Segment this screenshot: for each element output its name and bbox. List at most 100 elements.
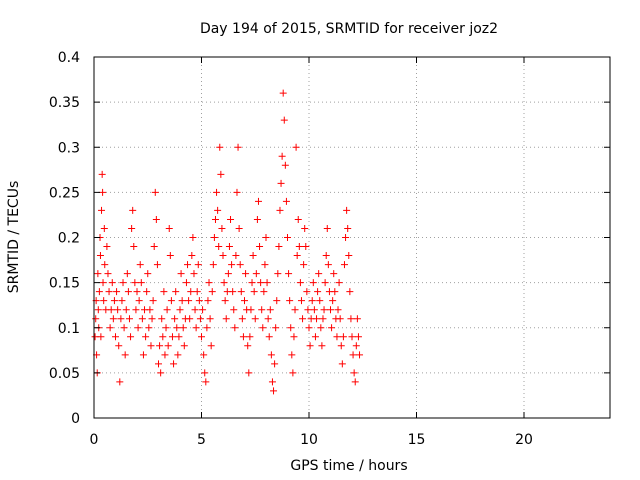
data-point bbox=[225, 243, 233, 251]
data-point bbox=[191, 306, 199, 314]
data-point bbox=[244, 342, 252, 350]
data-point bbox=[310, 306, 318, 314]
data-point bbox=[304, 306, 312, 314]
data-point bbox=[115, 342, 123, 350]
data-point bbox=[210, 234, 218, 241]
data-point bbox=[303, 288, 311, 296]
data-point bbox=[97, 333, 105, 341]
data-point bbox=[256, 243, 264, 251]
data-point bbox=[120, 324, 128, 332]
data-point bbox=[110, 297, 118, 305]
data-point bbox=[287, 324, 295, 332]
data-point bbox=[274, 270, 282, 278]
data-points bbox=[91, 89, 364, 395]
data-point bbox=[151, 188, 159, 196]
data-point bbox=[268, 378, 276, 386]
data-point bbox=[257, 279, 265, 287]
data-point bbox=[159, 333, 167, 341]
data-point bbox=[300, 261, 308, 269]
data-point bbox=[113, 288, 121, 296]
data-point bbox=[133, 288, 141, 296]
data-point bbox=[273, 297, 281, 305]
data-point bbox=[299, 315, 307, 323]
data-point bbox=[137, 279, 145, 287]
data-point bbox=[118, 297, 126, 305]
data-point bbox=[344, 224, 352, 232]
data-point bbox=[238, 315, 246, 323]
data-point bbox=[99, 188, 107, 196]
data-point bbox=[92, 315, 100, 323]
data-point bbox=[163, 306, 171, 314]
data-point bbox=[301, 224, 309, 232]
data-point bbox=[322, 252, 330, 260]
data-point bbox=[200, 351, 208, 359]
data-point bbox=[277, 179, 285, 187]
data-point bbox=[106, 324, 114, 332]
data-point bbox=[204, 297, 212, 305]
data-point bbox=[252, 270, 260, 278]
data-point bbox=[147, 342, 155, 350]
data-point bbox=[220, 279, 228, 287]
data-point bbox=[162, 324, 170, 332]
y-tick-label: 0.35 bbox=[49, 95, 80, 111]
data-point bbox=[260, 288, 268, 296]
data-point bbox=[329, 297, 337, 305]
data-point bbox=[205, 279, 213, 287]
data-point bbox=[340, 261, 348, 269]
data-point bbox=[302, 243, 310, 251]
y-tick-label: 0 bbox=[71, 411, 80, 427]
data-point bbox=[318, 342, 326, 350]
data-point bbox=[230, 306, 238, 314]
data-point bbox=[336, 315, 344, 323]
data-point bbox=[215, 243, 223, 251]
data-point bbox=[127, 333, 135, 341]
data-point bbox=[286, 297, 294, 305]
data-point bbox=[251, 315, 259, 323]
data-point bbox=[328, 324, 336, 332]
data-point bbox=[107, 306, 115, 314]
data-point bbox=[311, 333, 319, 341]
data-point bbox=[152, 215, 160, 223]
data-point bbox=[265, 333, 273, 341]
data-point bbox=[138, 315, 146, 323]
data-point bbox=[321, 279, 329, 287]
data-point bbox=[294, 215, 302, 223]
data-point bbox=[295, 243, 303, 251]
data-point bbox=[188, 252, 196, 260]
data-point bbox=[185, 297, 193, 305]
data-point bbox=[258, 306, 266, 314]
data-point bbox=[208, 288, 216, 296]
data-point bbox=[305, 324, 313, 332]
data-point bbox=[271, 360, 279, 368]
data-point bbox=[352, 342, 360, 350]
data-point bbox=[207, 342, 215, 350]
data-point bbox=[203, 324, 211, 332]
data-point bbox=[105, 288, 113, 296]
data-point bbox=[172, 288, 180, 296]
data-point bbox=[175, 333, 183, 341]
data-point bbox=[166, 252, 174, 260]
data-point bbox=[146, 306, 154, 314]
data-point bbox=[262, 234, 270, 241]
data-point bbox=[187, 288, 195, 296]
data-point bbox=[290, 333, 298, 341]
data-point bbox=[275, 243, 283, 251]
data-point bbox=[148, 315, 156, 323]
data-point bbox=[313, 315, 321, 323]
y-tick-label: 0.4 bbox=[58, 50, 80, 66]
data-point bbox=[354, 333, 362, 341]
data-point bbox=[123, 270, 131, 278]
x-tick-label: 10 bbox=[300, 432, 318, 448]
data-point bbox=[308, 297, 316, 305]
data-point bbox=[317, 324, 325, 332]
x-tick-label: 20 bbox=[515, 432, 533, 448]
data-point bbox=[232, 252, 240, 260]
data-point bbox=[247, 306, 255, 314]
axis-ticks: 0 5 10 15 20 0 0.05 0.1 0.15 0.2 0.25 0.3 0.35 0.4 bbox=[49, 50, 610, 448]
data-point bbox=[267, 351, 275, 359]
data-point bbox=[320, 306, 328, 314]
data-point bbox=[219, 252, 227, 260]
data-point bbox=[164, 342, 172, 350]
data-point bbox=[237, 288, 245, 296]
